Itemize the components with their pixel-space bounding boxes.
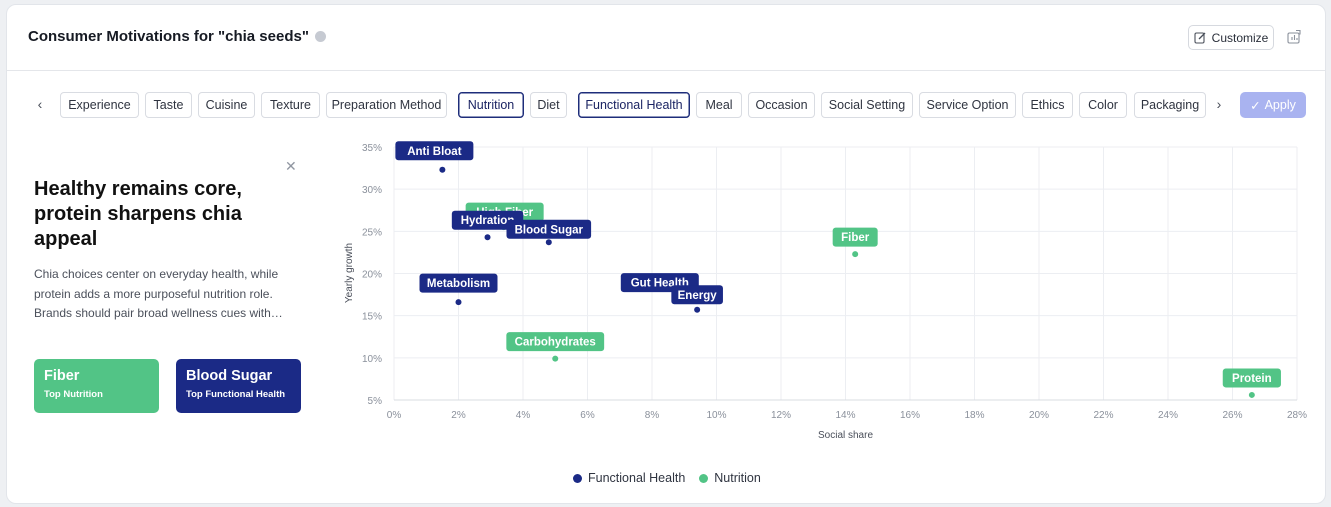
category-tabs: ‹ Experience Taste Cuisine Texture Preparati… — [7, 92, 1325, 120]
customize-label: Customize — [1211, 30, 1269, 45]
x-tick-label: 28% — [1287, 410, 1307, 421]
x-tick-label: 2% — [451, 410, 466, 421]
data-label-bg — [395, 141, 474, 161]
data-label: Fiber — [841, 232, 870, 244]
kpi-value: Blood Sugar — [186, 368, 273, 384]
data-label-bg — [451, 210, 524, 230]
tab-cuisine[interactable]: Cuisine — [198, 92, 255, 118]
legend-swatch — [573, 473, 582, 483]
kpi-value: Fiber — [44, 368, 80, 384]
data-label-bg — [506, 219, 592, 239]
y-tick-label: 10% — [362, 354, 382, 365]
customize-button[interactable]: Customize — [1188, 25, 1274, 50]
legend-item-nutrition[interactable]: Nutrition — [699, 471, 761, 485]
x-tick-label: 22% — [1093, 410, 1113, 421]
apply-button[interactable]: ✓ Apply — [1240, 92, 1306, 118]
data-point — [852, 251, 859, 258]
tab-social-setting[interactable]: Social Setting — [821, 92, 913, 118]
tab-taste[interactable]: Taste — [145, 92, 192, 118]
data-point — [439, 166, 446, 173]
legend-swatch — [699, 473, 709, 483]
y-tick-label: 30% — [362, 185, 382, 196]
data-label: Anti Bloat — [407, 146, 461, 158]
info-icon[interactable] — [314, 30, 326, 42]
data-label-bg — [1222, 368, 1281, 388]
data-label: Carbohydrates — [515, 337, 596, 349]
page-title: Consumer Motivations for "chia seeds" — [28, 28, 326, 45]
kpi-caption: Top Nutrition — [44, 389, 103, 400]
data-label: Protein — [1232, 373, 1272, 385]
kpi-top-functional-health: Blood Sugar Top Functional Health — [176, 359, 301, 413]
x-tick-label: 24% — [1158, 410, 1178, 421]
data-label-bg — [832, 227, 878, 247]
tab-preparation-method[interactable]: Preparation Method — [326, 92, 447, 118]
tab-texture[interactable]: Texture — [261, 92, 320, 118]
insight-title: Healthy remains core, protein sharpens c… — [34, 178, 242, 250]
data-point — [552, 355, 559, 362]
data-label: Hydration — [461, 215, 515, 227]
y-tick-label: 15% — [362, 312, 382, 323]
motivations-card: Consumer Motivations for "chia seeds" Cu… — [6, 4, 1326, 504]
x-tick-label: 4% — [516, 410, 531, 421]
x-tick-label: 12% — [771, 410, 791, 421]
tab-nutrition[interactable]: Nutrition — [458, 92, 524, 118]
data-label: Blood Sugar — [515, 224, 584, 236]
insight-body: Chia choices center on everyday health, … — [34, 267, 283, 320]
tab-diet[interactable]: Diet — [530, 92, 567, 118]
scatter-chart: 0% 2% 4% 6% 8% 10% 12% 14% 16% 18% 20% 22% 24% 26% 28%… — [344, 141, 1307, 441]
close-icon[interactable]: ✕ — [285, 158, 297, 174]
y-tick-label: 35% — [362, 143, 382, 154]
card-header: Consumer Motivations for "chia seeds" Cu… — [7, 5, 1325, 71]
tab-color[interactable]: Color — [1079, 92, 1127, 118]
data-point — [1248, 391, 1255, 398]
x-tick-label: 14% — [835, 410, 855, 421]
y-tick-label: 25% — [362, 227, 382, 238]
kpi-caption: Top Functional Health — [186, 389, 286, 400]
tab-ethics[interactable]: Ethics — [1022, 92, 1073, 118]
legend-label: Nutrition — [714, 471, 761, 485]
legend-item-functional-health[interactable]: Functional Health — [573, 471, 685, 485]
tab-meal[interactable]: Meal — [696, 92, 742, 118]
x-tick-label: 18% — [964, 410, 984, 421]
edit-icon — [1194, 32, 1206, 44]
tab-packaging[interactable]: Packaging — [1134, 92, 1206, 118]
page-title-text: Consumer Motivations for "chia seeds" — [28, 28, 309, 45]
chevron-left-icon[interactable]: ‹ — [37, 96, 43, 112]
legend-label: Functional Health — [588, 471, 686, 485]
apply-label: Apply — [1264, 98, 1296, 112]
y-tick-label: 5% — [368, 396, 383, 407]
x-tick-label: 20% — [1029, 410, 1049, 421]
tab-service-option[interactable]: Service Option — [919, 92, 1016, 118]
kpi-top-nutrition: Fiber Top Nutrition — [34, 359, 159, 413]
data-label-bg — [419, 273, 498, 293]
tab-functional-health[interactable]: Functional Health — [578, 92, 690, 118]
data-label-bg — [671, 285, 723, 305]
y-axis-label: Yearly growth — [344, 243, 355, 303]
data-point — [455, 299, 462, 306]
data-point — [694, 306, 701, 313]
tab-occasion[interactable]: Occasion — [748, 92, 815, 118]
x-tick-label: 16% — [900, 410, 920, 421]
data-point — [545, 239, 552, 246]
data-label-bg — [506, 332, 605, 352]
check-icon: ✓ — [1250, 98, 1261, 113]
data-point — [484, 234, 491, 241]
tab-experience[interactable]: Experience — [60, 92, 139, 118]
export-icon[interactable] — [1286, 29, 1302, 45]
chevron-right-icon[interactable]: › — [1216, 96, 1222, 112]
x-tick-label: 0% — [387, 410, 402, 421]
chart-legend: Functional Health Nutrition — [573, 471, 761, 485]
x-tick-label: 8% — [645, 410, 660, 421]
y-tick-label: 20% — [362, 270, 382, 281]
x-axis-label: Social share — [818, 430, 873, 441]
data-label: Metabolism — [427, 278, 490, 290]
x-tick-label: 26% — [1222, 410, 1242, 421]
x-tick-label: 6% — [580, 410, 595, 421]
x-tick-label: 10% — [706, 410, 726, 421]
data-label: Energy — [678, 290, 718, 302]
